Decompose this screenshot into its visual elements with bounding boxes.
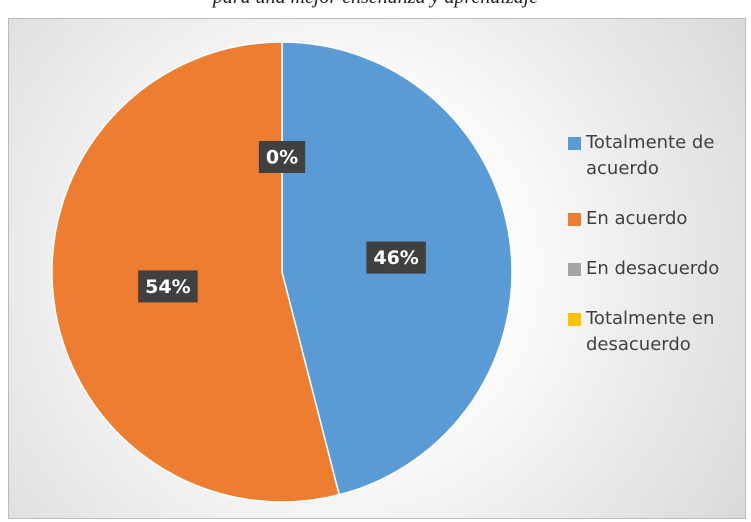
legend-item: En desacuerdo [568,256,738,282]
data-label-box [138,270,198,303]
data-label-box [258,141,306,173]
legend-item: Totalmente en desacuerdo [568,306,738,358]
legend-item: En acuerdo [568,206,738,232]
legend-swatch [568,313,581,326]
chart-title: para una mejor enseñanza y aprendizaje [0,0,751,9]
data-label: 46% [373,247,418,269]
legend: Totalmente de acuerdo En acuerdo En desacu… [568,130,738,382]
legend-label: Totalmente en desacuerdo [586,308,715,355]
legend-label: En desacuerdo [586,258,720,279]
legend-swatch [568,213,581,226]
legend-item: Totalmente de acuerdo [568,130,738,182]
legend-label: En acuerdo [586,208,688,229]
data-label-box [366,241,426,274]
legend-swatch [568,263,581,276]
legend-label: Totalmente de acuerdo [586,132,715,179]
data-label: 54% [145,276,190,298]
legend-swatch [568,137,581,150]
data-label: 0% [266,147,298,169]
